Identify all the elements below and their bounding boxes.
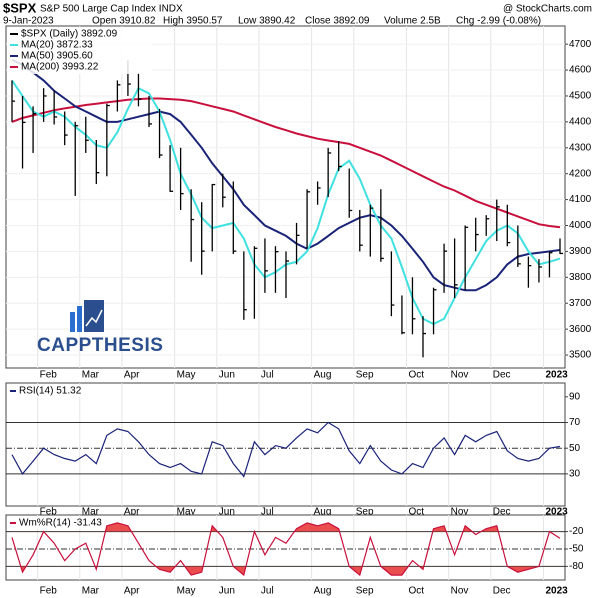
logo-icon — [70, 300, 104, 332]
legend-label: MA(50) 3905.60 — [21, 51, 93, 62]
x-tick-label: Oct — [408, 370, 424, 381]
symbol-name: S&P 500 Large Cap Index INDX — [40, 4, 183, 15]
y-tick-label: -50 — [569, 544, 584, 555]
x-tick-label: Aug — [314, 370, 332, 381]
x-tick-label: May — [177, 370, 196, 381]
quote: Volume 2.5B — [384, 16, 441, 27]
quote: Open 3910.82 — [92, 16, 156, 27]
x-tick-label: 2023 — [545, 507, 568, 518]
quote: Low 3890.42 — [238, 16, 296, 27]
y-tick-label: 4300 — [569, 142, 592, 153]
y-tick-label: 4400 — [569, 117, 592, 128]
quote: Close 3892.09 — [305, 16, 370, 27]
x-tick-label: Sep — [356, 586, 374, 597]
x-tick-label: May — [177, 586, 196, 597]
ma-line — [11, 58, 561, 292]
y-tick-label: 90 — [569, 391, 581, 402]
legend-box — [7, 385, 102, 397]
legend-label: MA(20) 3872.33 — [21, 40, 93, 51]
legend-label: RSI(14) 51.32 — [19, 386, 82, 397]
x-tick-label: Jul — [261, 370, 274, 381]
legend-label: MA(200) 3993.22 — [21, 62, 99, 73]
x-tick-label: Apr — [124, 370, 140, 381]
overbought-fill — [12, 522, 560, 532]
y-tick-label: 3700 — [569, 298, 592, 309]
y-tick-label: -20 — [569, 526, 584, 537]
y-tick-label: 3500 — [569, 350, 592, 361]
y-tick-label: 4100 — [569, 194, 592, 205]
panel-frame — [5, 382, 566, 507]
x-tick-label: Oct — [408, 507, 424, 518]
logo: CAPPTHESIS — [37, 335, 163, 356]
x-tick-label: Apr — [124, 586, 140, 597]
y-tick-label: 4500 — [569, 91, 592, 102]
ma-line — [11, 97, 561, 229]
x-tick-label: Jul — [261, 507, 274, 518]
x-tick-label: Jun — [219, 507, 235, 518]
y-tick-label: 30 — [569, 469, 581, 480]
x-tick-label: Nov — [451, 370, 469, 381]
x-tick-label: Apr — [124, 507, 140, 518]
x-tick-label: Dec — [493, 507, 511, 518]
x-tick-label: Mar — [82, 370, 100, 381]
legend-box — [7, 28, 152, 74]
x-tick-label: Aug — [314, 586, 332, 597]
x-tick-label: 2023 — [545, 370, 568, 381]
indicator-line — [11, 421, 561, 478]
x-tick-label: Oct — [408, 586, 424, 597]
date: 9-Jan-2023 — [3, 16, 54, 27]
watermark: @ StockCharts.com — [503, 4, 592, 15]
y-tick-label: 50 — [569, 443, 581, 454]
x-tick-label: Feb — [40, 370, 58, 381]
y-tick-label: -80 — [569, 561, 584, 572]
symbol: $SPX — [3, 0, 37, 15]
x-tick-label: Mar — [82, 586, 100, 597]
x-tick-label: Dec — [493, 370, 511, 381]
y-tick-label: 4000 — [569, 220, 592, 231]
legend-label: Wm%R(14) -31.43 — [19, 518, 102, 529]
y-tick-label: 4700 — [569, 39, 592, 50]
indicator-line — [11, 522, 561, 577]
x-tick-label: Dec — [493, 586, 511, 597]
quote: Chg -2.99 (-0.08%) — [456, 16, 541, 27]
y-tick-label: 4600 — [569, 65, 592, 76]
y-tick-label: 70 — [569, 417, 581, 428]
x-tick-label: Feb — [40, 507, 58, 518]
x-tick-label: May — [177, 507, 196, 518]
x-tick-label: Jun — [219, 586, 235, 597]
x-tick-label: Jul — [261, 586, 274, 597]
quote: High 3950.57 — [163, 16, 223, 27]
y-tick-label: 3600 — [569, 324, 592, 335]
y-tick-label: 3800 — [569, 272, 592, 283]
legend-box — [7, 517, 102, 529]
legend-label: $SPX (Daily) 3892.09 — [21, 29, 118, 40]
x-tick-label: Jun — [219, 370, 235, 381]
x-tick-label: Feb — [40, 586, 58, 597]
x-tick-label: Nov — [451, 586, 469, 597]
x-tick-label: Mar — [82, 507, 100, 518]
x-tick-label: Sep — [356, 507, 374, 518]
x-tick-label: Sep — [356, 370, 374, 381]
y-tick-label: 3900 — [569, 246, 592, 257]
y-tick-label: 4200 — [569, 168, 592, 179]
x-tick-label: Aug — [314, 507, 332, 518]
x-tick-label: Nov — [451, 507, 469, 518]
x-tick-label: 2023 — [545, 586, 568, 597]
